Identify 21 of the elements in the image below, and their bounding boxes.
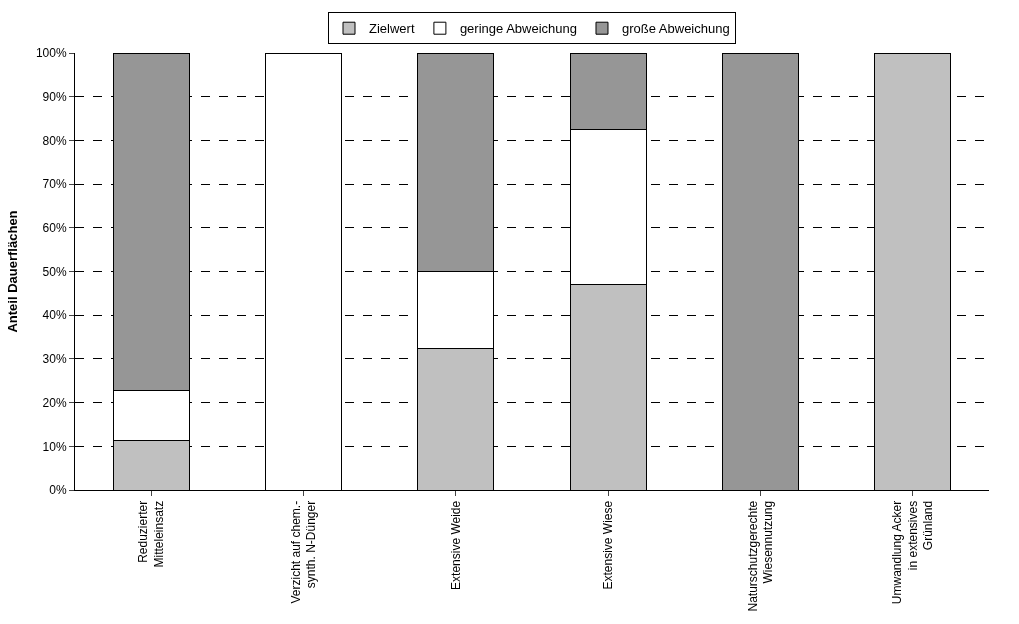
x-tick-label: Umwandlung Acker in extensives Grünland — [890, 500, 936, 605]
legend-label: geringe Abweichung — [459, 21, 577, 37]
y-tick-label: 60% — [42, 221, 67, 235]
y-tick-label: 0% — [49, 483, 67, 498]
legend-label: Zielwert — [369, 21, 415, 37]
y-tick-label: 90% — [42, 89, 67, 104]
y-tick-label: 80% — [42, 133, 67, 148]
y-tick-label: 70% — [42, 177, 67, 192]
x-tick-label: Verzicht auf chem.- synth. N-Dünger — [288, 500, 319, 604]
y-tick-label: 10% — [42, 439, 67, 454]
legend-label: große Abweichung — [621, 21, 730, 37]
y-tick-label: 30% — [42, 352, 67, 367]
x-tick-label: Extensive Wiese — [601, 500, 616, 590]
y-tick-label: 20% — [42, 395, 67, 410]
x-tick-label: Reduzierter Mitteleinsatz — [136, 500, 166, 568]
y-tick-label: 100% — [35, 46, 67, 61]
x-tick-label: Naturschutzgerechte Wiesennutzung — [745, 500, 776, 612]
y-axis-title: Anteil Dauerflächen — [4, 210, 20, 333]
x-tick-label: Extensive Weide — [448, 500, 463, 590]
y-tick-label: 40% — [42, 308, 67, 323]
y-tick-label: 50% — [42, 264, 67, 279]
